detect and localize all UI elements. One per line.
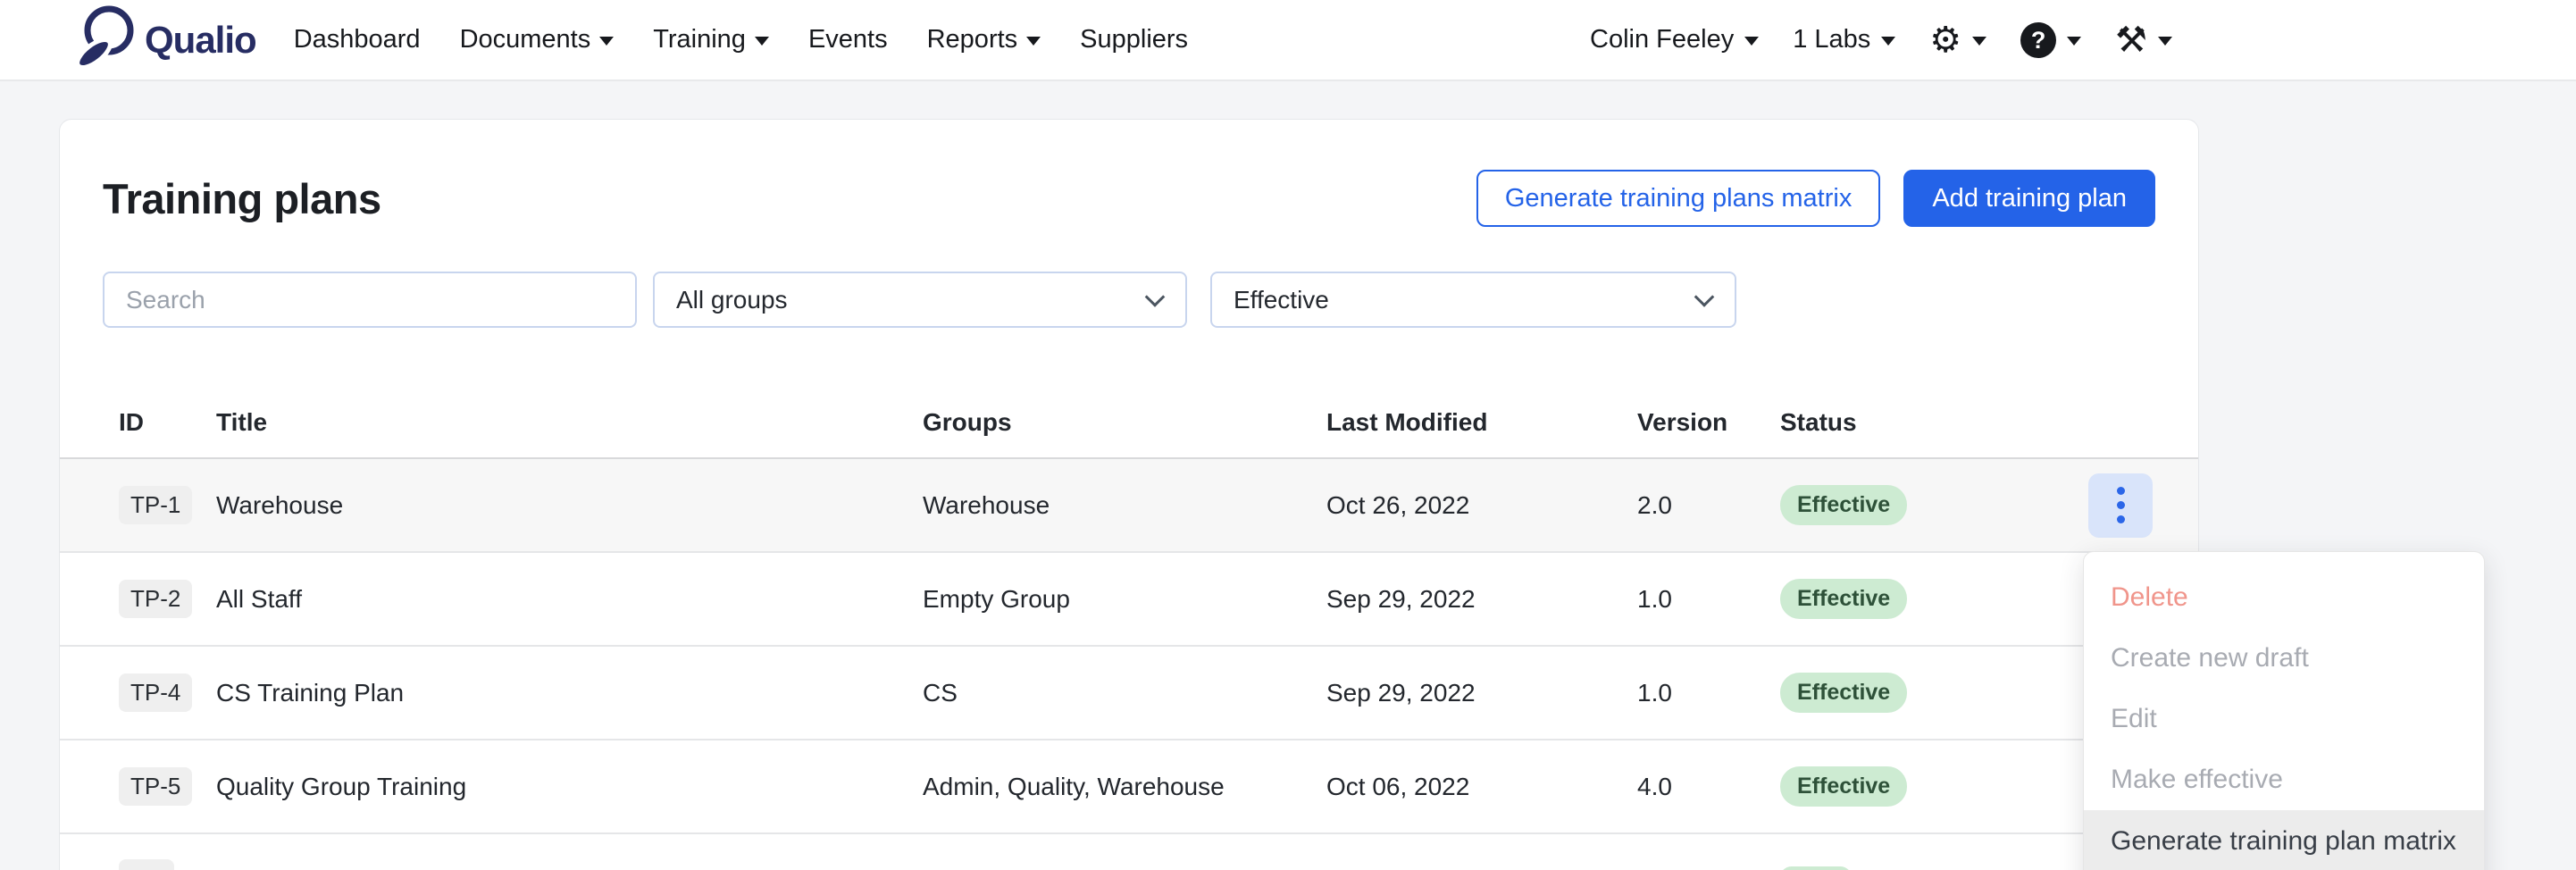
status-filter-value: Effective <box>1234 285 1329 314</box>
add-training-plan-button[interactable]: Add training plan <box>1903 170 2155 227</box>
menu-item-create-new-draft[interactable]: Create new draft <box>2111 643 2309 673</box>
plan-groups: CS <box>923 678 958 707</box>
plan-version: 1.0 <box>1637 584 1672 613</box>
status-badge: Effective <box>1780 485 1908 525</box>
row-actions-context-menu: Delete Create new draft Edit Make effect… <box>2083 551 2485 870</box>
table-row[interactable]: TP-1 Warehouse Warehouse Oct 26, 2022 2.… <box>60 459 2198 553</box>
labs-menu[interactable]: 1 Labs <box>1793 25 1896 54</box>
training-plans-table: ID Title Groups Last Modified Version St… <box>60 388 2198 870</box>
nav-right-cluster: Colin Feeley 1 Labs ⚙ ? ⚒ <box>1590 19 2172 61</box>
user-menu[interactable]: Colin Feeley <box>1590 25 1760 54</box>
status-filter-select[interactable]: Effective <box>1210 272 1736 328</box>
gear-icon: ⚙ <box>1929 19 1962 61</box>
col-header-version: Version <box>1637 408 1728 436</box>
plan-version: 1.0 <box>1637 678 1672 707</box>
menu-item-edit[interactable]: Edit <box>2111 704 2157 733</box>
chevron-down-icon <box>2158 37 2172 46</box>
chevron-down-icon <box>754 37 769 46</box>
table-row[interactable]: TP-2 All Staff Empty Group Sep 29, 2022 … <box>60 553 2198 647</box>
plan-last-modified: Sep 29, 2022 <box>1326 678 1476 707</box>
settings-menu[interactable]: ⚙ <box>1929 19 1987 61</box>
qualio-logo-icon <box>75 3 136 77</box>
card-header: Training plans Generate training plans m… <box>103 169 2155 228</box>
chevron-down-icon <box>1026 37 1041 46</box>
page-title: Training plans <box>103 174 381 222</box>
plan-id-badge: TP-2 <box>119 580 193 618</box>
table-row-partial[interactable] <box>60 834 2198 870</box>
col-header-id: ID <box>119 408 144 436</box>
plan-title[interactable]: Quality Group Training <box>216 772 467 800</box>
plan-id-badge: TP-5 <box>119 767 193 806</box>
table-row[interactable]: TP-5 Quality Group Training Admin, Quali… <box>60 740 2198 834</box>
chevron-down-icon <box>1744 37 1760 46</box>
nav-item-reports[interactable]: Reports <box>927 25 1041 54</box>
top-navigation: Qualio Dashboard Documents Training Even… <box>0 0 2576 81</box>
qualio-logo[interactable]: Qualio <box>75 3 257 77</box>
row-actions-kebab-button[interactable] <box>2088 473 2153 538</box>
col-header-status: Status <box>1780 408 1857 436</box>
nav-item-training[interactable]: Training <box>653 25 769 54</box>
groups-filter-select[interactable]: All groups <box>653 272 1187 328</box>
chevron-down-icon <box>1972 37 1987 46</box>
generate-training-plans-matrix-button[interactable]: Generate training plans matrix <box>1476 170 1881 227</box>
chevron-down-icon <box>1881 37 1896 46</box>
menu-item-generate-training-plan-matrix[interactable]: Generate training plan matrix <box>2084 810 2484 870</box>
help-menu[interactable]: ? <box>2020 21 2082 58</box>
plan-title[interactable]: All Staff <box>216 584 302 613</box>
help-icon: ? <box>2020 21 2057 58</box>
nav-item-suppliers[interactable]: Suppliers <box>1080 25 1189 54</box>
status-badge <box>1780 866 1852 870</box>
user-name: Colin Feeley <box>1590 25 1735 54</box>
plan-id-badge: TP-1 <box>119 486 193 524</box>
plan-groups: Admin, Quality, Warehouse <box>923 772 1225 800</box>
menu-item-delete[interactable]: Delete <box>2111 582 2188 612</box>
plan-version: 2.0 <box>1637 490 1672 519</box>
filters-row: All groups Effective <box>103 272 1736 328</box>
chevron-down-icon <box>599 37 615 46</box>
chevron-down-icon <box>1694 286 1715 307</box>
plan-title[interactable]: CS Training Plan <box>216 678 405 707</box>
nav-item-events[interactable]: Events <box>807 25 888 54</box>
table-row[interactable]: TP-4 CS Training Plan CS Sep 29, 2022 1.… <box>60 647 2198 740</box>
col-header-last-modified: Last Modified <box>1326 408 1488 436</box>
col-header-groups: Groups <box>923 408 1012 436</box>
col-header-title: Title <box>216 408 268 436</box>
nav-item-dashboard[interactable]: Dashboard <box>293 25 421 54</box>
plan-last-modified: Oct 26, 2022 <box>1326 490 1470 519</box>
chevron-down-icon <box>1144 286 1166 307</box>
menu-item-make-effective[interactable]: Make effective <box>2111 765 2283 794</box>
plan-id-badge: TP-4 <box>119 673 193 712</box>
training-plans-card: Training plans Generate training plans m… <box>59 119 2199 870</box>
nav-item-documents[interactable]: Documents <box>460 25 615 54</box>
table-header-row: ID Title Groups Last Modified Version St… <box>60 388 2198 459</box>
status-badge: Effective <box>1780 766 1908 807</box>
labs-label: 1 Labs <box>1793 25 1871 54</box>
chevron-down-icon <box>2067 37 2082 46</box>
search-input[interactable] <box>103 272 637 328</box>
plan-last-modified: Oct 06, 2022 <box>1326 772 1470 800</box>
plan-last-modified: Sep 29, 2022 <box>1326 584 1476 613</box>
tools-menu[interactable]: ⚒ <box>2115 22 2172 58</box>
plan-title[interactable]: Warehouse <box>216 490 344 519</box>
plan-version: 4.0 <box>1637 772 1672 800</box>
plan-groups: Warehouse <box>923 490 1050 519</box>
plan-id-badge <box>119 859 174 870</box>
tools-icon: ⚒ <box>2115 19 2147 61</box>
status-badge: Effective <box>1780 579 1908 619</box>
header-buttons: Generate training plans matrix Add train… <box>1476 170 2155 227</box>
plan-groups: Empty Group <box>923 584 1070 613</box>
status-badge: Effective <box>1780 673 1908 713</box>
groups-filter-value: All groups <box>676 285 788 314</box>
brand-name: Qualio <box>145 18 257 61</box>
primary-nav: Dashboard Documents Training Events Repo… <box>294 25 1188 54</box>
